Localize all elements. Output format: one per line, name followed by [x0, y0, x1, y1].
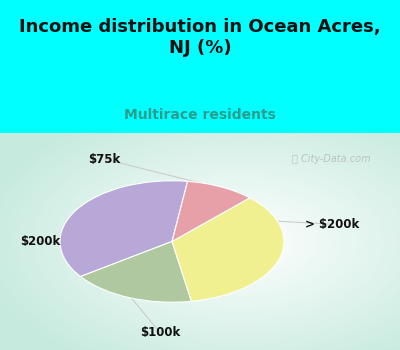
Text: Income distribution in Ocean Acres,
NJ (%): Income distribution in Ocean Acres, NJ (… [19, 18, 381, 57]
Wedge shape [80, 241, 192, 302]
Wedge shape [172, 181, 250, 242]
Text: $100k: $100k [140, 326, 180, 339]
Text: Multirace residents: Multirace residents [124, 107, 276, 121]
Text: $200k: $200k [20, 235, 60, 248]
Wedge shape [172, 198, 284, 301]
Text: > $200k: > $200k [305, 218, 359, 231]
Wedge shape [60, 181, 188, 276]
Text: ⓘ City-Data.com: ⓘ City-Data.com [292, 154, 371, 164]
Text: $75k: $75k [88, 153, 120, 166]
